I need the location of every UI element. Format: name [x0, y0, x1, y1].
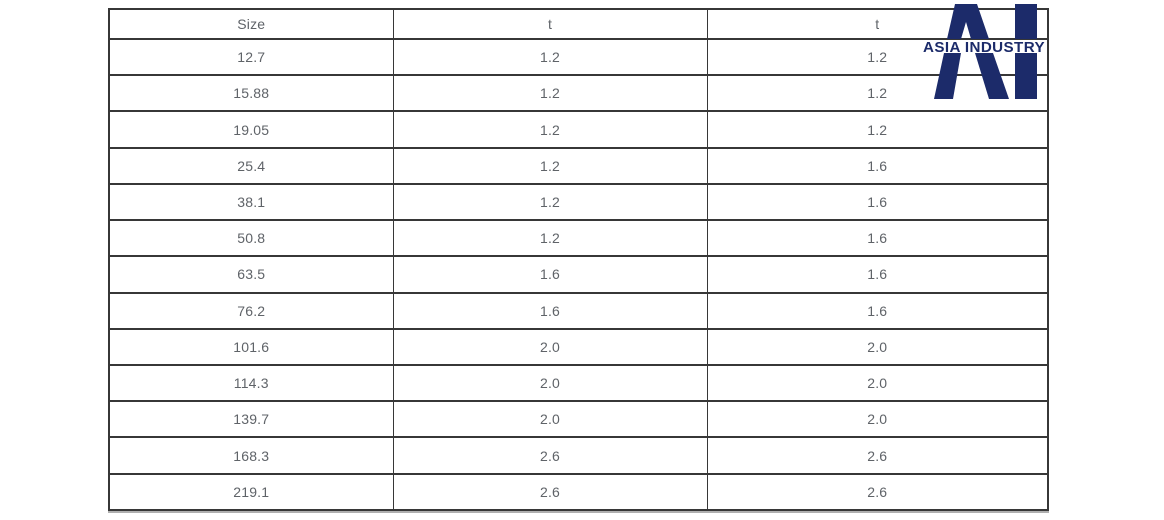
table-row: 76.2 1.6 1.6 — [108, 291, 1049, 330]
table-cell: 2.6 — [392, 472, 708, 512]
table-cell: 1.2 — [706, 110, 1049, 149]
table-cell: 2.0 — [392, 400, 708, 439]
table-cell: 1.6 — [706, 291, 1049, 330]
table-cell: 1.2 — [706, 37, 1049, 77]
table-cell: 168.3 — [108, 436, 394, 475]
table-row: 19.05 1.2 1.2 — [108, 110, 1049, 149]
table-cell: 38.1 — [108, 182, 394, 222]
table-cell: 1.2 — [392, 37, 708, 77]
table-cell: 1.6 — [706, 219, 1049, 258]
table-row: 25.4 1.2 1.6 — [108, 146, 1049, 185]
column-header-size: Size — [108, 8, 394, 40]
table-row: 15.88 1.2 1.2 — [108, 74, 1049, 113]
table-cell: 2.0 — [706, 363, 1049, 403]
table-cell: 50.8 — [108, 219, 394, 258]
table-cell: 1.6 — [392, 291, 708, 330]
table-cell: 2.6 — [706, 436, 1049, 475]
table-cell: 1.2 — [706, 74, 1049, 113]
table-row: 168.3 2.6 2.6 — [108, 436, 1049, 475]
table-cell: 1.6 — [706, 255, 1049, 294]
table-cell: 1.6 — [706, 146, 1049, 185]
table-cell: 1.2 — [392, 182, 708, 222]
table-cell: 15.88 — [108, 74, 394, 113]
table-header-row: Size t t — [108, 8, 1049, 40]
table-cell: 2.0 — [706, 400, 1049, 439]
table-row: 50.8 1.2 1.6 — [108, 219, 1049, 258]
table-cell: 2.0 — [392, 327, 708, 366]
table-cell: 1.6 — [706, 182, 1049, 222]
table-cell: 1.2 — [392, 74, 708, 113]
table-cell: 76.2 — [108, 291, 394, 330]
table-cell: 12.7 — [108, 37, 394, 77]
column-header-t2: t — [706, 8, 1049, 40]
size-thickness-table: Size t t 12.7 1.2 1.2 15.88 1.2 1.2 19.05 1.2 1.… — [108, 8, 1049, 512]
table-row: 139.7 2.0 2.0 — [108, 400, 1049, 439]
table-cell: 2.0 — [706, 327, 1049, 366]
column-header-t1: t — [392, 8, 708, 40]
table-row: 101.6 2.0 2.0 — [108, 327, 1049, 366]
table-row: 114.3 2.0 2.0 — [108, 363, 1049, 403]
table-row: 219.1 2.6 2.6 — [108, 472, 1049, 512]
table-cell: 25.4 — [108, 146, 394, 185]
table-cell: 101.6 — [108, 327, 394, 366]
table-row: 38.1 1.2 1.6 — [108, 182, 1049, 222]
table-cell: 19.05 — [108, 110, 394, 149]
table-header: Size t t — [108, 8, 1049, 40]
table-cell: 1.2 — [392, 146, 708, 185]
table-cell: 1.6 — [392, 255, 708, 294]
table-cell: 139.7 — [108, 400, 394, 439]
table-cell: 2.6 — [706, 472, 1049, 512]
table-body: 12.7 1.2 1.2 15.88 1.2 1.2 19.05 1.2 1.2 25.4 1.2 1… — [108, 37, 1049, 512]
table-row: 12.7 1.2 1.2 — [108, 37, 1049, 77]
table-cell: 1.2 — [392, 110, 708, 149]
table-row: 63.5 1.6 1.6 — [108, 255, 1049, 294]
table-cell: 114.3 — [108, 363, 394, 403]
table-cell: 63.5 — [108, 255, 394, 294]
table-cell: 2.6 — [392, 436, 708, 475]
table-cell: 219.1 — [108, 472, 394, 512]
table-cell: 1.2 — [392, 219, 708, 258]
table-cell: 2.0 — [392, 363, 708, 403]
